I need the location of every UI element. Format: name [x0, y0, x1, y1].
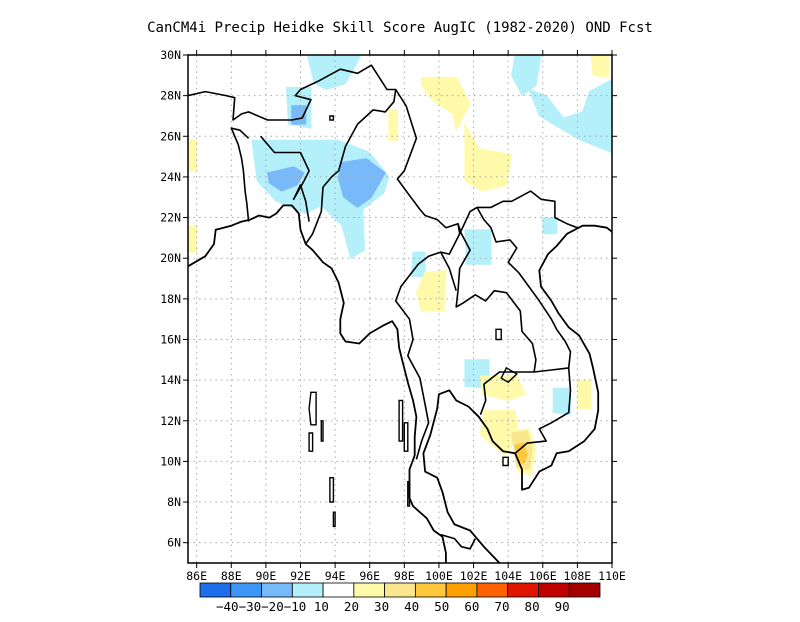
latitude-axis: 6N 8N 10N 12N 14N 16N 18N 20N 22N 24N 26N 28N 30N — [160, 48, 617, 550]
country-border — [458, 190, 578, 235]
shaded-region — [267, 166, 305, 192]
lat-tick-label: 12N — [160, 414, 181, 428]
colorbar-swatch — [261, 582, 293, 598]
country-border — [260, 135, 310, 222]
coastline — [422, 224, 612, 563]
colorbar-swatch — [476, 582, 509, 598]
lon-tick-label: 102E — [460, 569, 488, 583]
lon-tick-label: 92E — [290, 569, 311, 583]
shaded-region — [188, 139, 198, 172]
colorbar-swatch — [445, 582, 478, 598]
island-outline — [332, 511, 336, 528]
lon-tick-label: 100E — [425, 569, 453, 583]
lon-tick-label: 106E — [529, 569, 557, 583]
island-outline — [398, 399, 404, 442]
lon-tick-label: 108E — [564, 569, 592, 583]
colorbar-swatch — [568, 582, 601, 598]
coastlines — [188, 64, 612, 563]
lat-tick-label: 30N — [160, 48, 181, 62]
lat-tick-label: 24N — [160, 170, 181, 184]
lat-tick-label: 8N — [167, 495, 181, 509]
island-outline — [329, 477, 335, 503]
island-outline — [407, 481, 411, 507]
island-outline — [403, 422, 409, 452]
lat-tick-label: 10N — [160, 454, 181, 468]
island-outline — [495, 328, 502, 341]
colorbar-swatch — [353, 582, 386, 598]
country-border — [188, 64, 397, 245]
lat-tick-label: 26N — [160, 129, 181, 143]
shaded-region — [576, 379, 592, 410]
shaded-region — [464, 123, 513, 192]
country-border — [455, 223, 537, 373]
lat-tick-label: 28N — [160, 89, 181, 103]
lon-tick-label: 90E — [255, 569, 276, 583]
island-outline — [502, 456, 509, 467]
colorbar-swatch — [414, 582, 447, 598]
lon-tick-label: 94E — [325, 569, 346, 583]
shaded-region — [528, 78, 612, 153]
lat-tick-label: 20N — [160, 251, 181, 265]
country-border — [440, 533, 477, 550]
shaded-region — [542, 217, 558, 235]
map-title: CanCM4i Precip Heidke Skill Score AugIC … — [147, 20, 653, 36]
shaded-region — [188, 225, 198, 253]
colorbar-swatch — [230, 582, 262, 598]
longitude-axis: 86E 88E 90E 92E 94E 96E 98E 100E 102E 104E 106E 108… — [186, 50, 626, 583]
shaded-region — [590, 55, 609, 78]
lat-tick-label: 14N — [160, 373, 181, 387]
country-border — [439, 251, 457, 291]
colorbar-swatch — [322, 582, 355, 598]
colorbar-swatch — [199, 582, 232, 598]
island-outline — [500, 366, 518, 384]
lat-tick-label: 16N — [160, 332, 181, 346]
island-outline — [308, 391, 317, 426]
lon-tick-label: 88E — [221, 569, 242, 583]
island-outline — [329, 115, 335, 121]
island-outline — [320, 420, 324, 442]
colorbar-swatch — [507, 582, 539, 598]
lon-tick-label: 96E — [359, 569, 380, 583]
country-border — [476, 207, 572, 368]
gridlines — [188, 55, 612, 563]
shaded-region — [480, 375, 526, 401]
shaded-region — [388, 109, 398, 141]
lat-tick-label: 18N — [160, 292, 181, 306]
map-frame — [187, 54, 613, 564]
colorbar-swatch — [538, 582, 570, 598]
shaded-region — [421, 76, 471, 131]
country-border — [230, 127, 250, 222]
shaded-region — [552, 387, 571, 416]
island-outline — [308, 432, 314, 452]
shaded-region — [511, 55, 542, 97]
country-border — [479, 367, 572, 454]
shaded-region — [464, 229, 492, 265]
colorbar — [199, 582, 601, 598]
lon-tick-label: 104E — [494, 569, 522, 583]
colorbar-swatch — [384, 582, 416, 598]
country-border — [394, 89, 461, 460]
lat-tick-label: 22N — [160, 211, 181, 225]
lon-tick-label: 98E — [394, 569, 415, 583]
lat-tick-label: 6N — [167, 536, 181, 550]
shaded-region — [480, 410, 519, 456]
lon-tick-label: 86E — [186, 569, 207, 583]
colorbar-labels: −40−30−20−10 10 20 30 40 50 60 70 80 90 — [216, 599, 570, 614]
colorbar-swatch — [291, 582, 324, 598]
lon-tick-label: 110E — [598, 569, 626, 583]
map-background — [188, 55, 612, 563]
